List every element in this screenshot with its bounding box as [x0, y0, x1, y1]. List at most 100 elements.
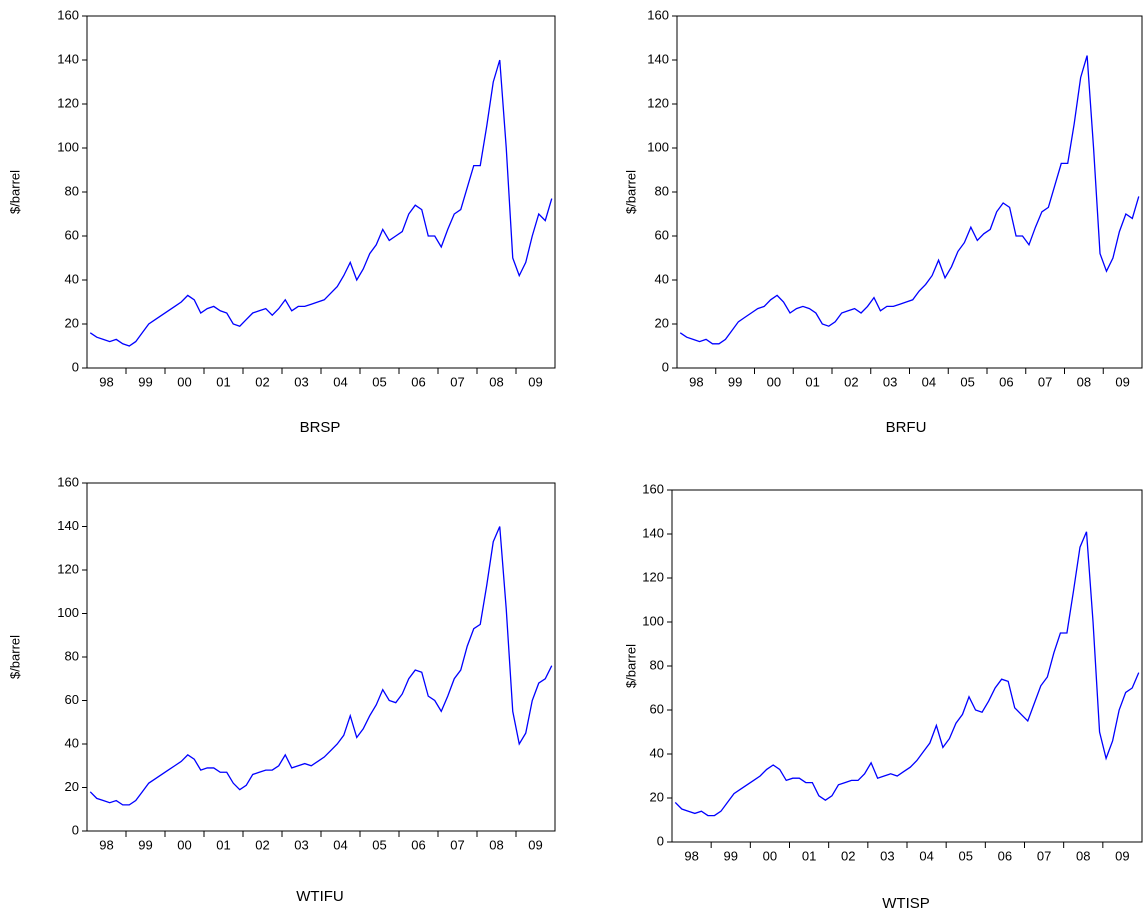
x-tick-label: 06	[998, 848, 1012, 863]
x-tick-label: 08	[1077, 374, 1091, 389]
x-tick-label: 99	[724, 848, 738, 863]
y-axis-title: $/barrel	[623, 170, 638, 214]
panel-title: WTIFU	[296, 888, 343, 905]
x-tick-label: 99	[138, 837, 152, 852]
price-line	[89, 526, 553, 806]
y-tick-label: 160	[57, 474, 79, 489]
x-tick-label: 05	[959, 848, 973, 863]
x-tick-label: 05	[372, 374, 386, 389]
x-tick-label: 03	[880, 848, 894, 863]
y-tick-label: 40	[655, 271, 669, 286]
y-tick-label: 120	[647, 95, 669, 110]
x-tick-label: 03	[294, 837, 308, 852]
plot-frame	[671, 489, 1143, 843]
x-tick-label: 99	[728, 374, 742, 389]
y-tick-label: 0	[657, 833, 664, 848]
plot-frame	[86, 15, 556, 369]
x-tick-label: 04	[922, 374, 936, 389]
y-tick-label: 120	[57, 561, 79, 576]
x-tick-label: 98	[99, 374, 113, 389]
y-tick-label: 80	[65, 648, 79, 663]
y-axis-title: $/barrel	[623, 644, 638, 688]
y-tick-label: 160	[647, 7, 669, 22]
y-tick-label: 20	[65, 779, 79, 794]
panel-title: WTISP	[882, 895, 930, 912]
x-tick-label: 06	[411, 374, 425, 389]
x-tick-label: 02	[844, 374, 858, 389]
x-tick-label: 08	[489, 837, 503, 852]
y-tick-label: 60	[65, 692, 79, 707]
y-tick-label: 140	[647, 51, 669, 66]
x-tick-label: 00	[177, 837, 191, 852]
plot-frame	[676, 15, 1143, 369]
x-tick-label: 04	[919, 848, 933, 863]
x-tick-label: 05	[372, 837, 386, 852]
y-tick-label: 100	[642, 613, 664, 628]
x-tick-label: 99	[138, 374, 152, 389]
x-tick-label: 09	[1115, 374, 1129, 389]
x-tick-label: 01	[802, 848, 816, 863]
x-tick-label: 08	[489, 374, 503, 389]
y-tick-label: 80	[65, 183, 79, 198]
price-line	[89, 59, 553, 347]
x-tick-label: 01	[805, 374, 819, 389]
x-tick-label: 06	[999, 374, 1013, 389]
y-tick-label: 20	[650, 789, 664, 804]
y-tick-label: 80	[650, 657, 664, 672]
y-tick-label: 120	[57, 95, 79, 110]
y-tick-label: 160	[57, 7, 79, 22]
panel-title: BRSP	[300, 419, 341, 436]
plot-frame	[86, 482, 556, 832]
panel-title: BRFU	[886, 419, 927, 436]
x-tick-label: 07	[450, 374, 464, 389]
y-axis-title: $/barrel	[7, 170, 22, 214]
x-tick-label: 09	[1115, 848, 1129, 863]
x-tick-label: 03	[883, 374, 897, 389]
x-tick-label: 08	[1076, 848, 1090, 863]
x-tick-label: 00	[763, 848, 777, 863]
x-tick-label: 09	[528, 374, 542, 389]
x-tick-label: 00	[177, 374, 191, 389]
y-tick-label: 20	[655, 315, 669, 330]
y-tick-label: 100	[57, 605, 79, 620]
price-line	[674, 531, 1140, 817]
x-tick-label: 02	[255, 374, 269, 389]
x-tick-label: 01	[216, 374, 230, 389]
x-tick-label: 05	[960, 374, 974, 389]
x-tick-label: 09	[528, 837, 542, 852]
y-tick-label: 60	[655, 227, 669, 242]
y-tick-label: 80	[655, 183, 669, 198]
x-tick-label: 04	[333, 837, 347, 852]
y-tick-label: 100	[647, 139, 669, 154]
y-tick-label: 0	[662, 359, 669, 374]
y-tick-label: 40	[65, 271, 79, 286]
y-tick-label: 40	[65, 735, 79, 750]
x-tick-label: 07	[1037, 848, 1051, 863]
y-tick-label: 60	[65, 227, 79, 242]
x-tick-label: 01	[216, 837, 230, 852]
y-tick-label: 0	[72, 359, 79, 374]
y-tick-label: 40	[650, 745, 664, 760]
x-tick-label: 02	[255, 837, 269, 852]
y-tick-label: 140	[57, 51, 79, 66]
y-tick-label: 120	[642, 569, 664, 584]
x-tick-label: 07	[450, 837, 464, 852]
y-tick-label: 100	[57, 139, 79, 154]
y-tick-label: 20	[65, 315, 79, 330]
x-tick-label: 98	[684, 848, 698, 863]
x-tick-label: 98	[689, 374, 703, 389]
y-tick-label: 140	[57, 518, 79, 533]
y-tick-label: 0	[72, 822, 79, 837]
x-tick-label: 04	[333, 374, 347, 389]
x-tick-label: 03	[294, 374, 308, 389]
y-axis-title: $/barrel	[7, 635, 22, 679]
x-tick-label: 07	[1038, 374, 1052, 389]
x-tick-label: 06	[411, 837, 425, 852]
y-tick-label: 60	[650, 701, 664, 716]
price-line	[679, 55, 1140, 345]
y-tick-label: 140	[642, 525, 664, 540]
x-tick-label: 98	[99, 837, 113, 852]
x-tick-label: 00	[767, 374, 781, 389]
y-tick-label: 160	[642, 481, 664, 496]
